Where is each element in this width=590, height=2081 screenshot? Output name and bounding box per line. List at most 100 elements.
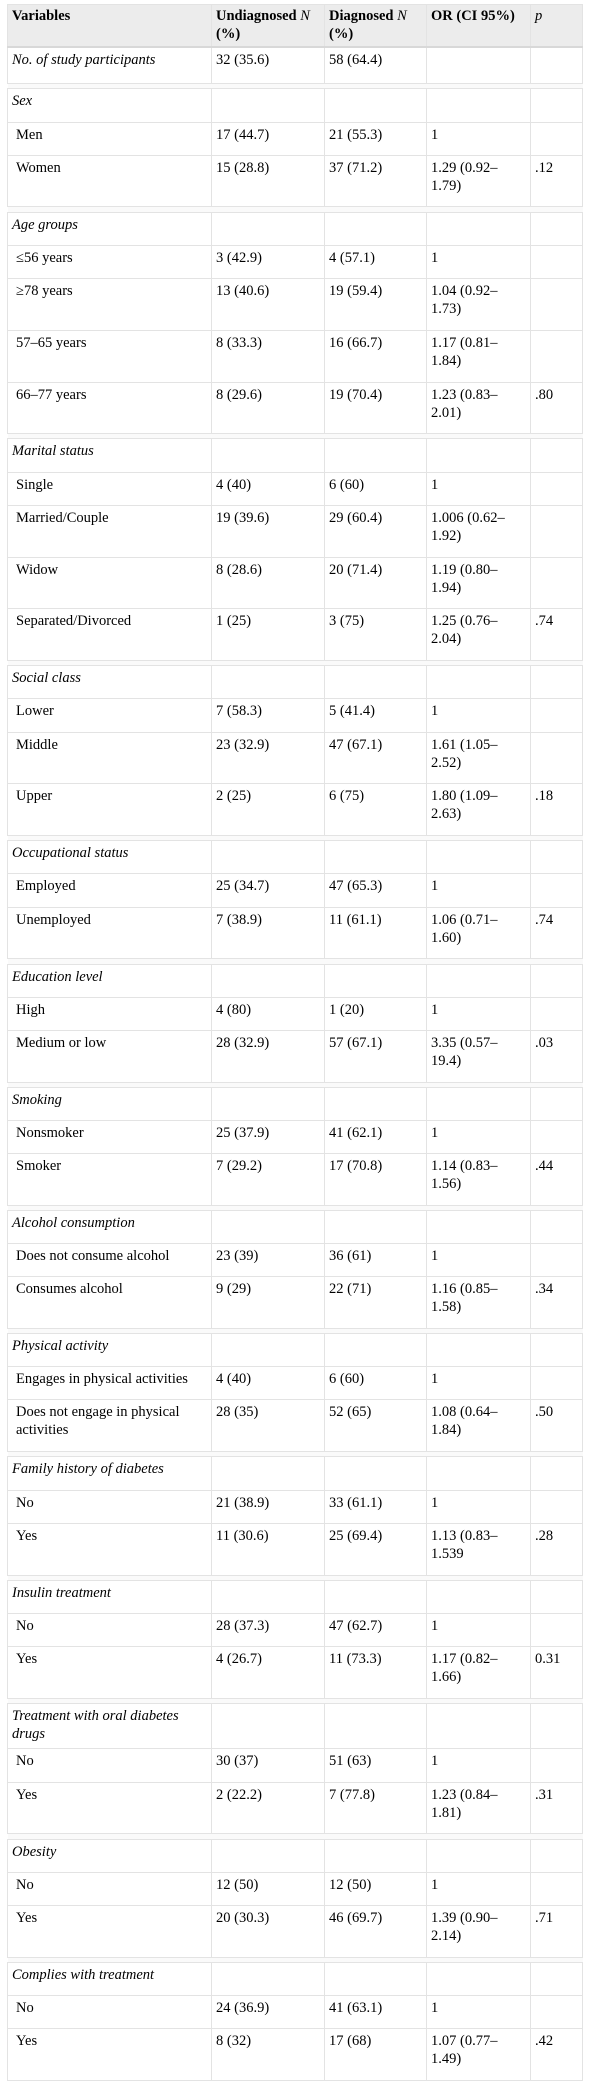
row-p: .42: [530, 2028, 583, 2081]
row-label: Upper: [7, 783, 212, 837]
table-row: High 4 (80) 1 (20) 1: [7, 996, 583, 1031]
section-spacer-cell: [7, 1956, 583, 1963]
section-heading-empty-cell: [324, 88, 427, 123]
section-spacer: [7, 1451, 583, 1458]
row-undiagnosed: 19 (39.6): [211, 504, 325, 558]
row-label: Does not engage in physical activities: [7, 1399, 212, 1453]
section-heading-empty-cell: [530, 1209, 583, 1245]
section-spacer: [7, 660, 583, 667]
row-or: 1.06 (0.71–1.60): [426, 906, 531, 960]
row-p: [530, 1612, 583, 1647]
row-p: 0.31: [530, 1645, 583, 1699]
col-header-variables-label: Variables: [12, 8, 71, 24]
row-p: .12: [530, 154, 583, 208]
section-heading: Social class: [7, 665, 212, 700]
row-p: [530, 471, 583, 506]
section-heading-row: Physical activity: [7, 1333, 583, 1368]
row-undiagnosed: 7 (58.3): [211, 698, 325, 733]
row-or: 1.16 (0.85–1.58): [426, 1276, 531, 1330]
row-label: No: [7, 1612, 212, 1647]
row-or: 1.39 (0.90–2.14): [426, 1904, 531, 1958]
row-undiagnosed: 21 (38.9): [211, 1489, 325, 1524]
row-p: .74: [530, 906, 583, 960]
row-diagnosed: 47 (65.3): [324, 873, 427, 908]
row-label: Women: [7, 154, 212, 208]
row-or: 1: [426, 1612, 531, 1647]
section-heading: Insulin treatment: [7, 1579, 212, 1614]
row-or: 1: [426, 1994, 531, 2030]
row-or: 1: [426, 1119, 531, 1155]
section-heading: Smoking: [7, 1086, 212, 1121]
section-heading-empty-cell: [426, 211, 531, 246]
table-row: Men 17 (44.7) 21 (55.3) 1: [7, 121, 583, 156]
table-row: Widow 8 (28.6) 20 (71.4) 1.19 (0.80–1.94): [7, 556, 583, 610]
row-or: 1: [426, 996, 531, 1031]
table-row: Single 4 (40) 6 (60) 1: [7, 471, 583, 506]
row-diagnosed: 52 (65): [324, 1399, 427, 1453]
section-spacer: [7, 1956, 583, 1963]
row-p: .18: [530, 783, 583, 837]
section-heading-empty-cell: [211, 665, 325, 700]
row-p: [530, 121, 583, 156]
row-undiagnosed: 30 (37): [211, 1748, 325, 1783]
row-p: [530, 1994, 583, 2030]
table-row: No 12 (50) 12 (50) 1: [7, 1871, 583, 1906]
section-heading-empty-cell: [324, 211, 427, 246]
table-row: Medium or low 28 (32.9) 57 (67.1) 3.35 (0.5…: [7, 1029, 583, 1083]
section-heading-empty-cell: [211, 88, 325, 123]
row-undiagnosed: 8 (33.3): [211, 329, 325, 383]
row-diagnosed: 25 (69.4): [324, 1522, 427, 1576]
section-heading-empty-cell: [530, 840, 583, 875]
section-heading-empty-cell: [426, 1209, 531, 1245]
section-spacer-cell: [7, 1328, 583, 1335]
row-label: Married/Couple: [7, 504, 212, 558]
row-diagnosed: 47 (67.1): [324, 731, 427, 785]
table-row: Unemployed 7 (38.9) 11 (61.1) 1.06 (0.71–1.…: [7, 906, 583, 960]
section-heading-empty-cell: [426, 1579, 531, 1614]
row-or: 1.80 (1.09–2.63): [426, 783, 531, 837]
row-diagnosed: 19 (59.4): [324, 277, 427, 331]
col-header-undiagnosed-unit: (%): [216, 26, 241, 42]
row-or: 1.29 (0.92–1.79): [426, 154, 531, 208]
row-p: [530, 244, 583, 279]
section-heading-empty-cell: [530, 1086, 583, 1121]
row-p: [530, 1243, 583, 1278]
section-spacer-cell: [7, 83, 583, 90]
row-label: Yes: [7, 1645, 212, 1699]
header-row: Variables Undiagnosed N (%) Diagnosed N …: [7, 4, 583, 48]
study-participants-diagnosed: 58 (64.4): [324, 46, 427, 85]
row-or: 1.23 (0.84–1.81): [426, 1781, 531, 1835]
section-heading-empty-cell: [211, 211, 325, 246]
section-heading-row: Smoking: [7, 1086, 583, 1121]
col-header-undiagnosed-n: N: [300, 8, 310, 24]
col-header-undiagnosed-label: Undiagnosed: [216, 8, 301, 24]
section-heading-empty-cell: [426, 963, 531, 998]
section-heading-empty-cell: [324, 1456, 427, 1491]
row-p: [530, 504, 583, 558]
table-row: Lower 7 (58.3) 5 (41.4) 1: [7, 698, 583, 733]
section-heading-row: Occupational status: [7, 840, 583, 875]
col-header-diagnosed-unit: (%): [329, 26, 354, 42]
section-spacer: [7, 1328, 583, 1335]
section-heading-empty-cell: [530, 1961, 583, 1996]
row-diagnosed: 46 (69.7): [324, 1904, 427, 1958]
section-heading-row: Insulin treatment: [7, 1579, 583, 1614]
section-heading: Occupational status: [7, 840, 212, 875]
row-label: No: [7, 1871, 212, 1906]
section-spacer-cell: [7, 1833, 583, 1840]
section-heading-empty-cell: [211, 1456, 325, 1491]
row-label: Separated/Divorced: [7, 608, 212, 662]
section-heading: Treatment with oral diabetes drugs: [7, 1702, 212, 1750]
row-p: [530, 1871, 583, 1906]
section-heading-empty-cell: [530, 438, 583, 473]
section-heading: Alcohol consumption: [7, 1209, 212, 1245]
row-undiagnosed: 11 (30.6): [211, 1522, 325, 1576]
row-or: 1: [426, 121, 531, 156]
table-row: Middle 23 (32.9) 47 (67.1) 1.61 (1.05–2.52): [7, 731, 583, 785]
table-row: Upper 2 (25) 6 (75) 1.80 (1.09–2.63) .18: [7, 783, 583, 837]
row-or: 1: [426, 873, 531, 908]
row-or: 1: [426, 471, 531, 506]
table-row: Engages in physical activities 4 (40) 6 (6…: [7, 1366, 583, 1401]
row-label: No: [7, 1994, 212, 2030]
study-participants-row: No. of study participants 32 (35.6) 58 (…: [7, 46, 583, 85]
